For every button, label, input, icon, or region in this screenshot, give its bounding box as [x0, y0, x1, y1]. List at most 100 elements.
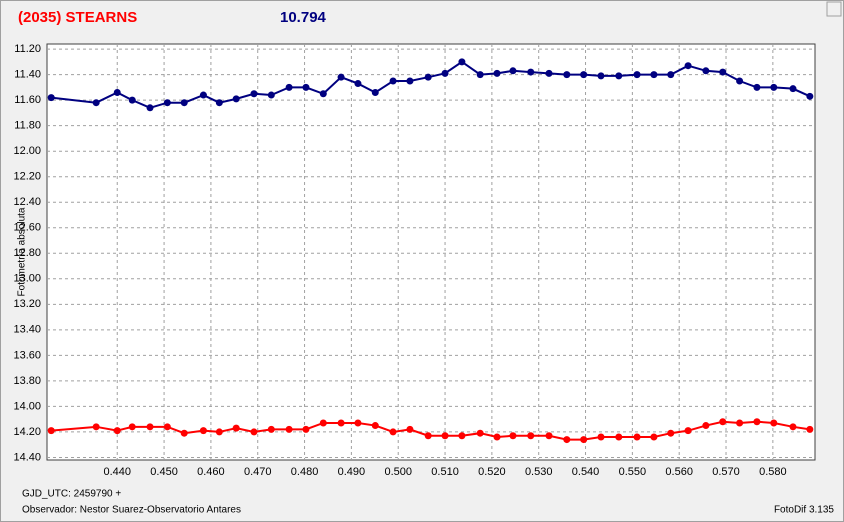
chart-subtitle: 10.794: [280, 9, 327, 26]
point: [563, 71, 571, 79]
x-tick-label: 0.540: [572, 466, 600, 478]
y-tick-label: 13.60: [13, 349, 41, 361]
point: [458, 432, 466, 440]
y-tick-label: 13.80: [13, 375, 41, 387]
y-tick-label: 12.80: [13, 247, 41, 259]
point: [493, 69, 501, 77]
chart-title: (2035) STEARNS: [18, 9, 137, 26]
point: [92, 99, 100, 107]
point: [337, 419, 345, 427]
x-tick-label: 0.500: [384, 466, 412, 478]
point: [424, 432, 432, 440]
point: [285, 83, 293, 91]
x-tick-label: 0.510: [431, 466, 459, 478]
x-tick-label: 0.560: [665, 466, 693, 478]
x-tick-label: 0.570: [712, 466, 740, 478]
point: [371, 422, 379, 430]
point: [232, 424, 240, 432]
point: [770, 419, 778, 427]
point: [667, 71, 675, 79]
point: [509, 432, 517, 440]
point: [719, 418, 727, 426]
point: [580, 436, 588, 444]
point: [702, 67, 710, 75]
x-tick-label: 0.440: [103, 466, 131, 478]
x-axis-label: GJD_UTC: 2459790 +: [22, 489, 121, 500]
point: [146, 104, 154, 112]
y-tick-label: 13.40: [13, 324, 41, 336]
plot-area: [46, 43, 816, 461]
y-tick-label: 11.60: [14, 94, 41, 106]
y-tick-label: 14.20: [13, 426, 41, 438]
y-axis-label: Fotometría absoluta: [17, 207, 28, 296]
point: [250, 428, 258, 436]
point: [302, 425, 310, 433]
point: [180, 99, 188, 107]
point: [753, 83, 761, 91]
point: [580, 71, 588, 79]
point: [789, 85, 797, 93]
point: [199, 427, 207, 435]
point: [389, 77, 397, 85]
point: [113, 88, 121, 96]
point: [545, 432, 553, 440]
x-tick-label: 0.530: [525, 466, 553, 478]
point: [770, 83, 778, 91]
software: FotoDif 3.135: [774, 505, 834, 516]
y-tick-label: 11.20: [14, 43, 41, 55]
point: [146, 423, 154, 431]
point: [545, 69, 553, 77]
x-tick-label: 0.490: [338, 466, 366, 478]
point: [424, 73, 432, 81]
point: [597, 433, 605, 441]
point: [633, 71, 641, 79]
observer: Observador: Nestor Suarez-Observatorio A…: [22, 505, 241, 516]
point: [302, 83, 310, 91]
point: [92, 423, 100, 431]
y-tick-label: 11.40: [14, 69, 41, 81]
point: [753, 418, 761, 426]
point: [441, 432, 449, 440]
x-tick-label: 0.470: [244, 466, 272, 478]
y-tick-label: 13.20: [13, 298, 41, 310]
point: [527, 68, 535, 76]
point: [354, 419, 362, 427]
y-tick-label: 12.20: [13, 171, 41, 183]
y-tick-label: 12.00: [13, 145, 41, 157]
point: [389, 428, 397, 436]
point: [650, 433, 658, 441]
x-tick-label: 0.520: [478, 466, 506, 478]
point: [406, 77, 414, 85]
point: [319, 90, 327, 98]
point: [113, 427, 121, 435]
point: [667, 429, 675, 437]
point: [684, 427, 692, 435]
point: [319, 419, 327, 427]
point: [128, 423, 136, 431]
x-tick-label: 0.480: [291, 466, 319, 478]
point: [493, 433, 501, 441]
y-tick-label: 12.60: [13, 222, 41, 234]
y-tick-label: 14.40: [13, 451, 41, 463]
y-tick-label: 14.00: [13, 400, 41, 412]
point: [250, 90, 258, 98]
point: [806, 92, 814, 100]
point: [476, 429, 484, 437]
corner-box[interactable]: [826, 1, 842, 17]
x-tick-label: 0.450: [150, 466, 178, 478]
point: [215, 428, 223, 436]
point: [371, 88, 379, 96]
point: [267, 91, 275, 99]
point: [633, 433, 641, 441]
point: [47, 427, 55, 435]
point: [597, 72, 605, 80]
point: [406, 425, 414, 433]
x-tick-label: 0.580: [759, 466, 787, 478]
point: [476, 71, 484, 79]
point: [527, 432, 535, 440]
point: [47, 94, 55, 102]
point: [806, 425, 814, 433]
point: [458, 58, 466, 66]
point: [684, 62, 692, 70]
